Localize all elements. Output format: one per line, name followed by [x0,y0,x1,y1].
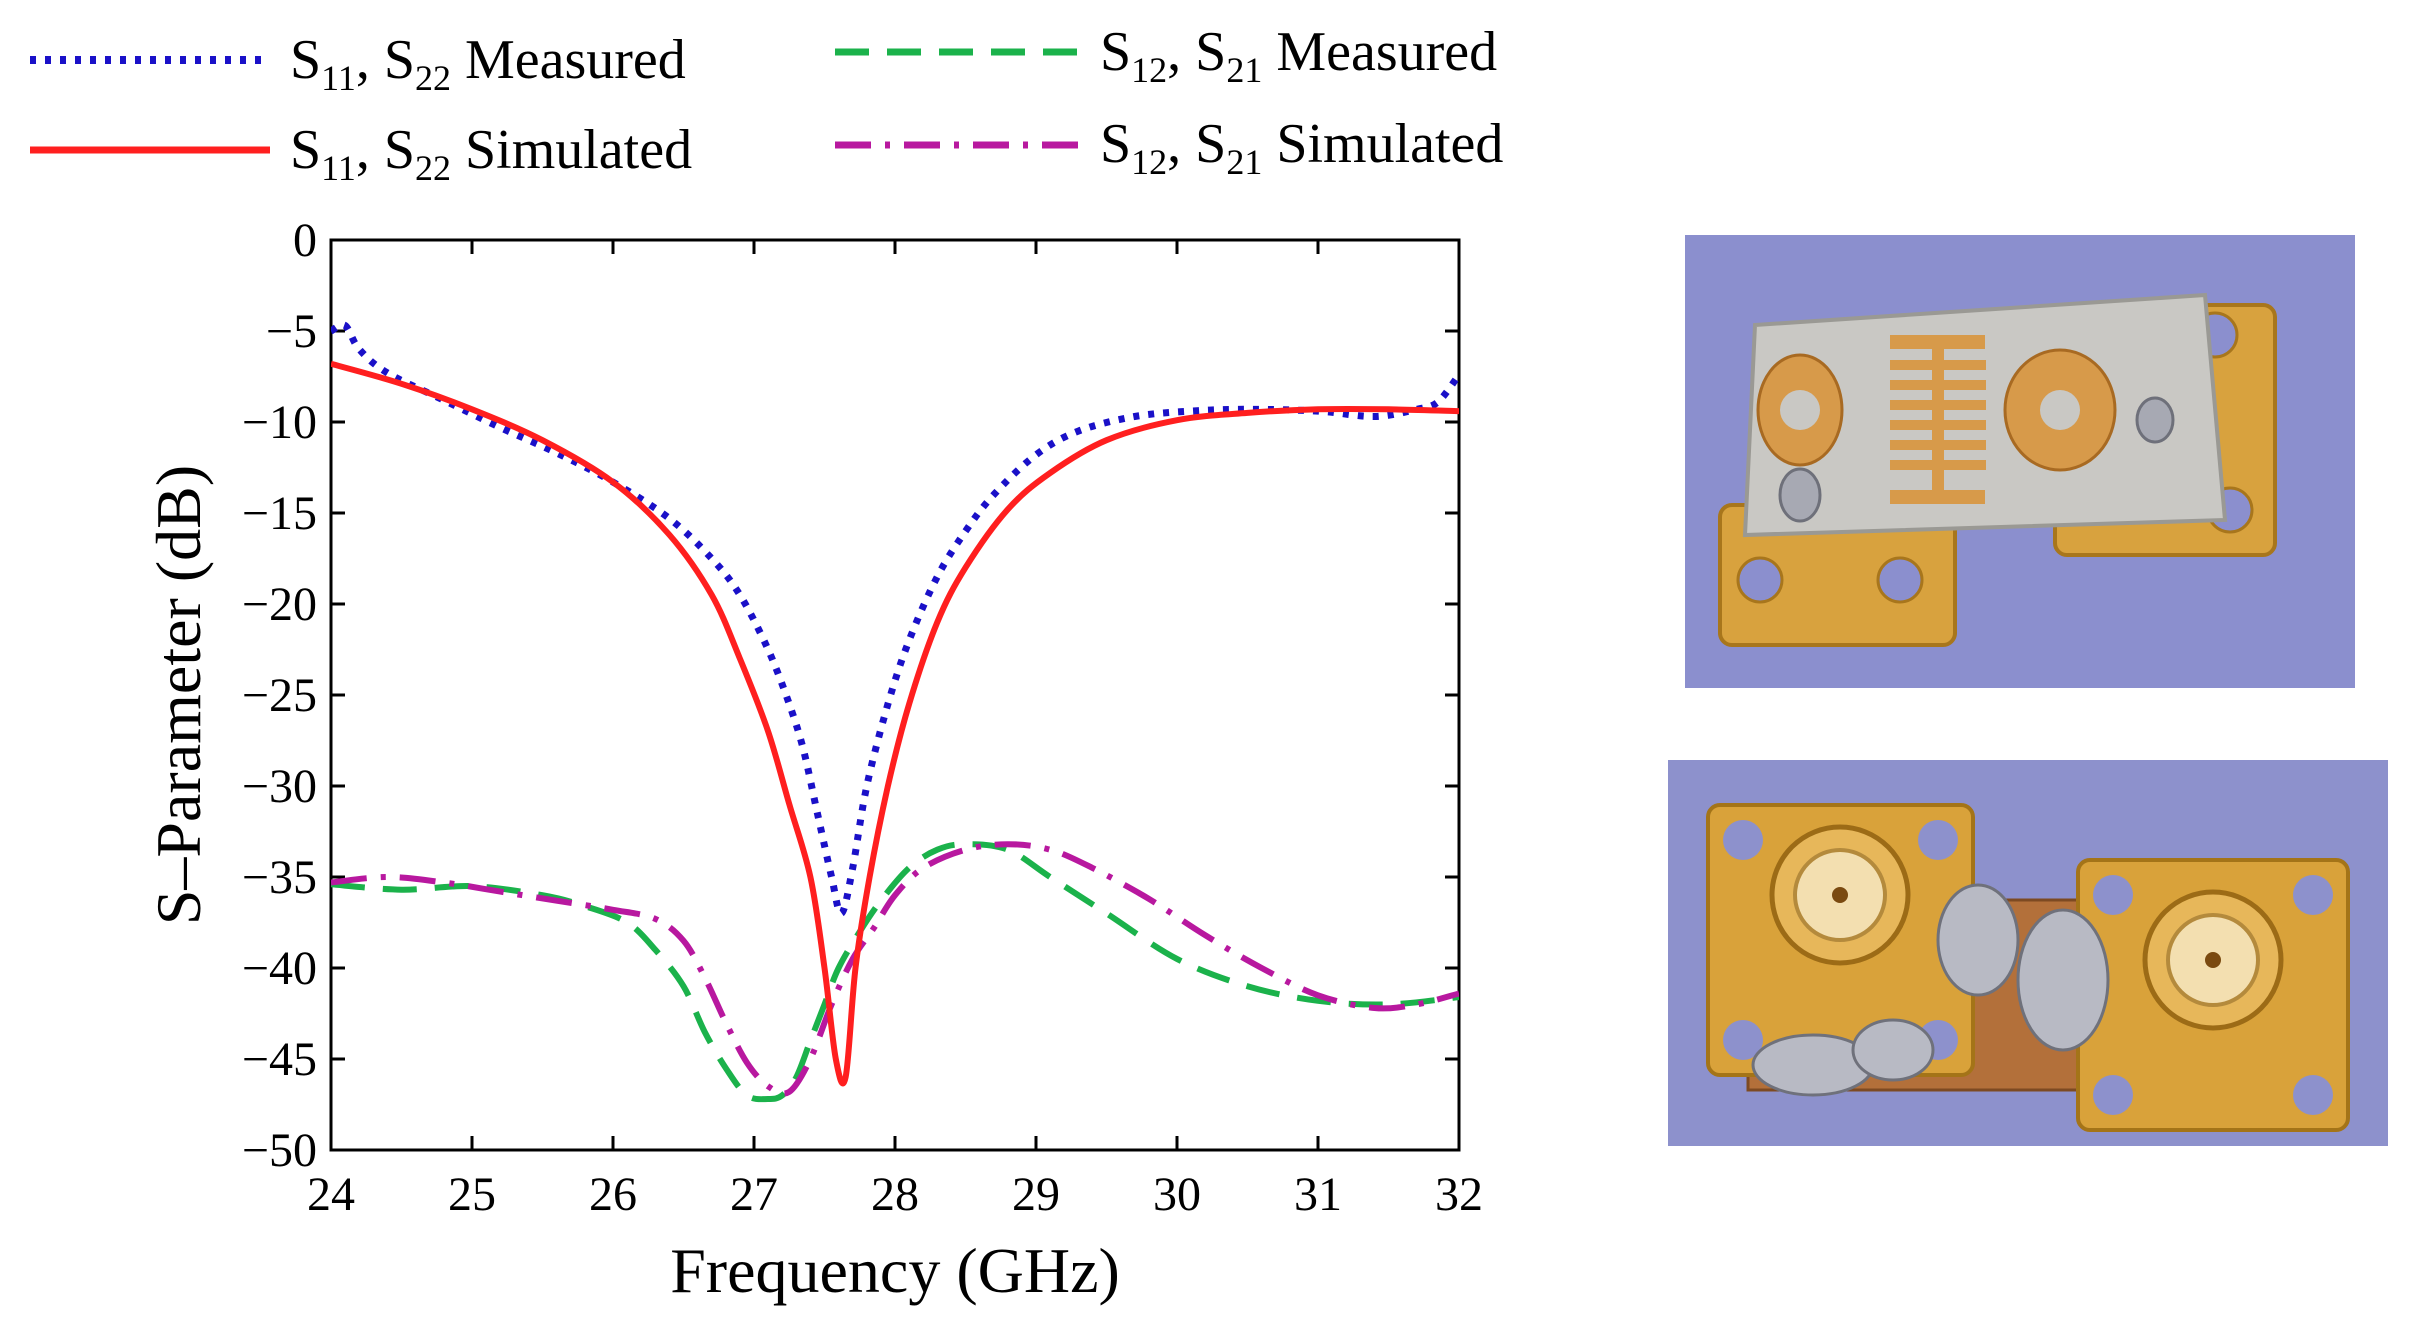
solder-joint [2016,908,2110,1052]
sma-pin [1832,887,1848,903]
photo-filter-bottom-view-drawing [1668,760,2388,1146]
legend-label-s21-simulated-sub1: 12 [1131,142,1167,182]
y-tick-label: −40 [242,942,317,995]
flange-hole [2293,1075,2333,1115]
interdigital-resonator [1890,335,1986,504]
legend-label-s11-simulated-sub1: 11 [321,148,356,188]
y-tick-label: 0 [293,214,317,267]
legend: S11, S22 Measured S12, S21 Measured S11,… [30,21,1503,188]
photo-filter-top-view-drawing [1685,235,2355,688]
flange-hole [1736,556,1784,604]
legend-label-s11-measured: S11, S22 Measured [290,29,686,98]
legend-label-s11-simulated-mid: , S [356,119,415,181]
series-lines [331,321,1459,1103]
series-line-s11-measured [331,321,1459,917]
flange-hole [2093,1075,2133,1115]
solder-joint [1778,467,1822,523]
y-tick-label: −35 [242,851,317,904]
series-line-s11-simulated [331,360,1459,1087]
flange-hole [2293,875,2333,915]
y-tick-label: −50 [242,1124,317,1177]
pad-hole [1780,390,1820,430]
y-tick-label: −45 [242,1033,317,1086]
photo-filter-top-view [1685,235,2355,688]
solder-joint [1851,1018,1935,1082]
legend-label-s21-measured-tail: Measured [1262,21,1497,83]
x-tick-label: 28 [871,1168,919,1221]
legend-entry-s21-measured: S12, S21 Measured [835,21,1497,90]
x-tick-label: 25 [448,1168,496,1221]
legend-entry-s11-simulated: S11, S22 Simulated [30,119,692,188]
legend-label-s11-measured-sub2: 22 [415,58,451,98]
flange-hole [1723,1020,1763,1060]
flange-hole [1876,556,1924,604]
legend-label-s21-measured-sub2: 21 [1226,50,1262,90]
flange-hole [2093,875,2133,915]
y-tick-label: −10 [242,396,317,449]
x-axis-title: Frequency (GHz) [670,1235,1120,1306]
x-tick-label: 32 [1435,1168,1483,1221]
tick-labels: 24 25 26 27 28 29 30 31 32 0 −5 −10 −15 −20 −25 −30 −35 −… [242,214,1483,1221]
legend-label-s11-simulated-s: S [290,119,321,181]
legend-entry-s11-measured: S11, S22 Measured [30,29,686,98]
legend-entry-s21-simulated: S12, S21 Simulated [835,113,1503,182]
x-tick-label: 27 [730,1168,778,1221]
flange-hole [1723,820,1763,860]
legend-label-s11-simulated: S11, S22 Simulated [290,119,692,188]
legend-label-s21-simulated-s: S [1100,113,1131,175]
legend-label-s21-simulated-mid: , S [1167,113,1226,175]
legend-label-s11-measured-sub1: 11 [321,58,356,98]
substrate [1742,292,2228,538]
solder-joint [2135,396,2175,444]
legend-label-s21-simulated-tail: Simulated [1262,113,1503,175]
legend-label-s21-simulated: S12, S21 Simulated [1100,113,1503,182]
y-axis-title: S–Parameter (dB) [143,465,214,925]
x-tick-label: 31 [1294,1168,1342,1221]
legend-label-s11-simulated-tail: Simulated [451,119,692,181]
y-tick-label: −30 [242,760,317,813]
y-tick-label: −20 [242,578,317,631]
x-tick-label: 30 [1153,1168,1201,1221]
legend-label-s11-measured-tail: Measured [451,29,686,91]
plot-frame [329,238,1461,1152]
legend-label-s21-simulated-sub2: 21 [1226,142,1262,182]
legend-label-s21-measured: S12, S21 Measured [1100,21,1497,90]
legend-label-s21-measured-s: S [1100,21,1131,83]
photo-filter-bottom-view [1668,760,2388,1146]
flange-hole [1918,820,1958,860]
series-line-s21-measured [331,841,1459,1103]
y-tick-label: −15 [242,487,317,540]
plot-area: 24 25 26 27 28 29 30 31 32 0 −5 −10 −15 −20 −25 −30 −35 −… [143,214,1483,1306]
y-tick-label: −5 [266,305,317,358]
x-tick-label: 26 [589,1168,637,1221]
pad-hole [2040,390,2080,430]
legend-label-s21-measured-mid: , S [1167,21,1226,83]
legend-label-s21-measured-sub1: 12 [1131,50,1167,90]
legend-label-s11-simulated-sub2: 22 [415,148,451,188]
x-tick-label: 24 [307,1168,355,1221]
axis-ticks [329,238,1461,1152]
solder-joint [1936,883,2020,997]
x-tick-label: 29 [1012,1168,1060,1221]
legend-label-s11-measured-mid: , S [356,29,415,91]
legend-label-s11-measured-s: S [290,29,321,91]
series-line-s21-simulated [331,841,1459,1097]
y-tick-label: −25 [242,669,317,722]
sma-pin [2205,952,2221,968]
